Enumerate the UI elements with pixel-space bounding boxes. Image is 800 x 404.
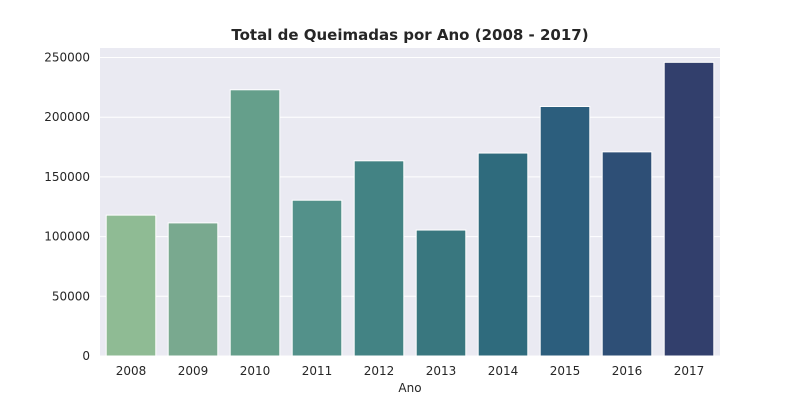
x-tick-label: 2009 [178, 364, 209, 378]
bar-2014 [477, 152, 529, 357]
x-tick-label: 2010 [240, 364, 271, 378]
bars [105, 61, 715, 357]
bar-2015 [539, 105, 591, 357]
x-axis-label: Ano [398, 381, 421, 395]
x-tick-label: 2012 [364, 364, 395, 378]
bar-2016 [601, 151, 653, 357]
bar-2008 [105, 214, 157, 357]
y-axis-ticks: 0 50000 100000 150000 200000 250000 [44, 51, 90, 363]
x-tick-label: 2017 [674, 364, 705, 378]
bar-2012 [353, 160, 405, 357]
x-axis-ticks: 2008 2009 2010 2011 2012 2013 2014 2015 2016 2017 [116, 364, 705, 378]
x-tick-label: 2014 [488, 364, 519, 378]
x-tick-label: 2008 [116, 364, 147, 378]
x-tick-label: 2016 [612, 364, 643, 378]
y-tick-label: 150000 [44, 170, 90, 184]
bar-2017 [663, 61, 715, 357]
bar-2011 [291, 199, 343, 357]
x-tick-label: 2013 [426, 364, 457, 378]
bar-2013 [415, 229, 467, 357]
x-tick-label: 2015 [550, 364, 581, 378]
y-tick-label: 250000 [44, 51, 90, 65]
bar-2010 [229, 89, 281, 357]
y-tick-label: 200000 [44, 110, 90, 124]
y-tick-label: 50000 [52, 289, 90, 303]
y-tick-label: 100000 [44, 230, 90, 244]
bar-2009 [167, 222, 219, 357]
x-tick-label: 2011 [302, 364, 333, 378]
y-tick-label: 0 [82, 349, 90, 363]
chart-title: Total de Queimadas por Ano (2008 - 2017) [231, 26, 588, 44]
